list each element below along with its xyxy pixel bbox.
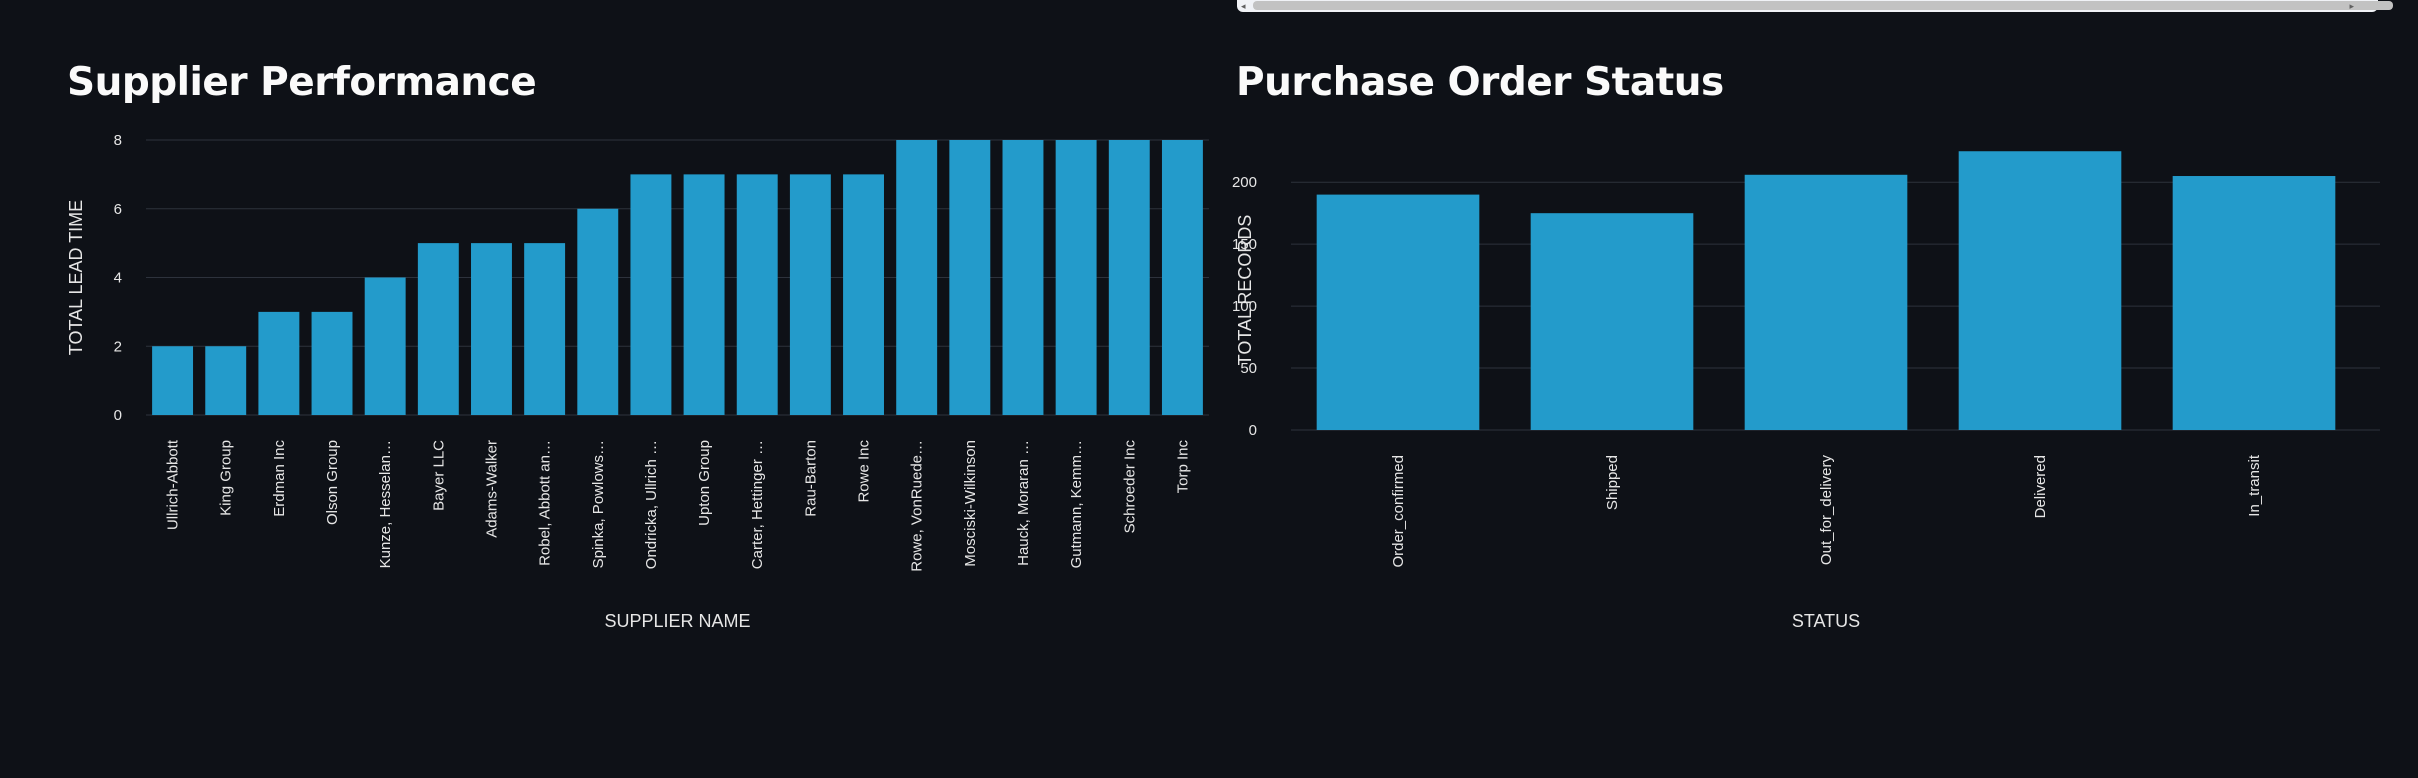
scrollbar-thumb[interactable] [1253,1,2393,10]
purchase-order-status-panel: Purchase Order Status 0 50 100 150 200 Order_… [1215,0,2418,778]
scroll-right-arrow-icon[interactable]: ▸ [2349,1,2354,11]
x-tick-label: King Group [218,440,235,516]
x-tick-label: Carter, Hettinger … [749,440,766,569]
x-tick-label: Shipped [1604,455,1621,510]
y-tick-label: 8 [114,132,122,149]
bar [1530,213,1694,430]
x-tick-label: Ondricka, Ullrich … [643,440,660,569]
x-tick-label: Bayer LLC [430,440,447,511]
bar [630,174,672,415]
x-tick-label: Torp Inc [1174,440,1191,494]
bar [471,243,512,415]
x-tick-label: In_transit [2246,454,2263,517]
bar [577,208,619,415]
bar [311,311,353,415]
x-axis-title: SUPPLIER NAME [604,611,750,631]
x-tick-label: Ullrich-Abbott [165,439,182,530]
x-tick-label: Adams-Walker [483,440,500,538]
x-tick-label: Rowe, VonRuede… [909,440,926,572]
x-tick-label: Olson Group [324,440,341,525]
bar [683,174,725,415]
scroll-left-arrow-icon[interactable]: ◂ [1241,1,1246,11]
bar [1316,194,1480,430]
bar [896,140,938,415]
y-tick-label: 150 [1232,236,1257,253]
purchase-order-status-title: Purchase Order Status [1236,60,1724,105]
x-tick-label: Order_confirmed [1390,455,1407,568]
x-tick-label: Erdman Inc [271,440,288,517]
y-tick-label: 6 [114,201,122,218]
y-tick-label: 100 [1232,298,1257,315]
x-tick-label: Kunze, Hesselan… [377,440,394,568]
bar [524,243,566,415]
y-axis-title: TOTAL RECORDS [1235,215,1255,366]
bar [736,174,778,415]
x-tick-label: Schroeder Inc [1121,440,1138,534]
x-tick-label: Delivered [2032,455,2049,518]
bar [1958,151,2122,430]
x-tick-label: Out_for_delivery [1818,455,1835,566]
bar [152,346,194,415]
bar [417,243,459,415]
y-tick-label: 4 [114,270,122,287]
bar [843,174,884,415]
supplier-performance-panel: Supplier Performance 0 2 4 6 8 Ullrich-Abbott… [66,60,1209,631]
y-tick-label: 2 [114,338,122,355]
y-tick-label: 0 [1249,422,1257,439]
x-axis-title: STATUS [1792,611,1860,631]
bar [949,140,991,415]
x-tick-label: Upton Group [696,440,713,526]
bar [789,174,831,415]
x-tick-label: Hauck, Moraran … [1015,440,1032,566]
bar [2172,176,2336,430]
y-axis-title: TOTAL LEAD TIME [66,200,86,355]
bar [258,311,300,415]
bar [364,277,406,415]
bar [1055,140,1097,415]
supplier-performance-title: Supplier Performance [67,60,537,105]
x-tick-label: Mosciski-Wilkinson [962,440,979,567]
bar [1744,174,1908,430]
purchase-order-status-chart: 0 50 100 150 200 Order_confirmed Shipped Out_fo… [1232,151,2380,631]
table-horizontal-scrollbar[interactable]: ◂ ▸ [1237,0,2393,12]
bar [1161,140,1203,415]
x-tick-label: Robel, Abbott an… [537,440,554,566]
y-tick-label: 50 [1240,360,1257,377]
x-tick-label: Gutmann, Kemm… [1068,440,1085,568]
bar [1108,140,1150,415]
bar [205,346,247,415]
supplier-performance-chart: 0 2 4 6 8 Ullrich-Abbott King Group Erdman Inc O… [66,132,1209,631]
y-tick-label: 0 [114,407,122,424]
y-tick-label: 200 [1232,174,1257,191]
x-tick-label: Spinka, Powlows… [590,440,607,568]
x-tick-label: Rowe Inc [856,440,873,503]
bar [1002,140,1044,415]
x-tick-label: Rau-Barton [802,440,819,517]
